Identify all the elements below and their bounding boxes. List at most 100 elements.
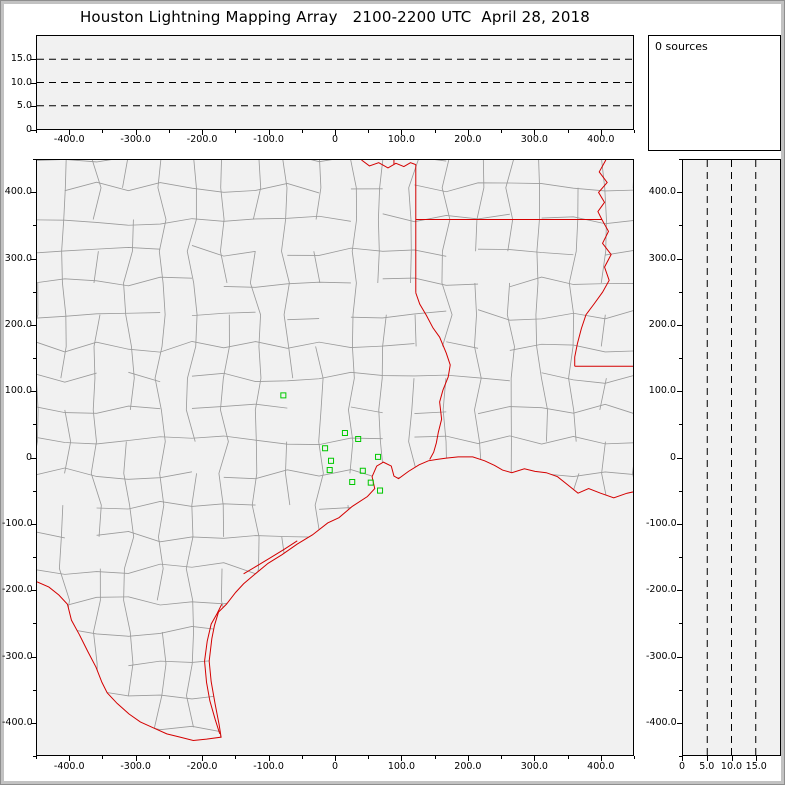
tick-mark bbox=[677, 656, 682, 658]
tick-mark bbox=[677, 192, 682, 194]
tick-mark bbox=[679, 689, 682, 691]
altitude-ns-panel[interactable] bbox=[682, 159, 781, 756]
lma-station-marker bbox=[356, 436, 361, 441]
tick-mark bbox=[33, 159, 36, 160]
tick-mark bbox=[33, 689, 36, 691]
tick-mark bbox=[679, 291, 682, 293]
tick-label: 0 bbox=[25, 451, 32, 463]
page-title: Houston Lightning Mapping Array 2100-220… bbox=[79, 8, 591, 26]
lma-station-marker bbox=[368, 480, 373, 485]
tick-mark bbox=[33, 490, 36, 492]
tick-label: -100.0 bbox=[253, 761, 284, 772]
tick-mark bbox=[31, 590, 36, 592]
tick-mark bbox=[679, 225, 682, 227]
tick-mark bbox=[31, 82, 36, 84]
tick-label: 0 bbox=[331, 761, 339, 772]
tick-label: 200.0 bbox=[454, 134, 482, 145]
border-matagorda-bay bbox=[244, 541, 298, 574]
sources-histogram-panel[interactable]: 0 sources bbox=[648, 35, 781, 151]
tick-mark bbox=[679, 358, 682, 359]
alt-ew-grid-svg bbox=[37, 58, 633, 107]
altitude-ew-panel[interactable] bbox=[36, 35, 634, 130]
tick-label: 100.0 bbox=[387, 761, 416, 772]
tick-mark bbox=[69, 130, 71, 135]
tick-mark bbox=[202, 130, 204, 135]
tick-mark bbox=[677, 258, 682, 260]
tick-mark bbox=[434, 130, 436, 133]
tick-label: 5.0 bbox=[699, 761, 715, 772]
tick-label: 100.0 bbox=[4, 384, 32, 396]
tick-mark bbox=[677, 722, 682, 724]
tick-label: 0 bbox=[669, 451, 676, 463]
tick-mark bbox=[434, 756, 436, 759]
tick-mark bbox=[679, 159, 682, 160]
tick-label: 300.0 bbox=[648, 252, 676, 264]
tick-mark bbox=[634, 130, 635, 133]
tick-label: 300.0 bbox=[520, 134, 548, 145]
tick-mark bbox=[31, 324, 36, 326]
tick-label: 400.0 bbox=[587, 134, 615, 145]
tick-mark bbox=[33, 557, 36, 558]
tick-label: 0 bbox=[678, 761, 686, 772]
tick-mark bbox=[268, 130, 270, 135]
tick-mark bbox=[31, 258, 36, 260]
tick-mark bbox=[135, 756, 137, 761]
tick-mark bbox=[135, 130, 137, 135]
tick-label: -300.0 bbox=[646, 650, 677, 662]
map-svg bbox=[37, 160, 633, 755]
tick-mark bbox=[102, 130, 104, 133]
tick-label: -200.0 bbox=[2, 583, 33, 595]
sources-count-label: 0 sources bbox=[655, 40, 708, 53]
tick-label: -100.0 bbox=[2, 517, 33, 529]
border-sabine-river-tx-la bbox=[416, 293, 450, 460]
county-boundaries bbox=[37, 160, 633, 755]
tick-mark bbox=[31, 130, 36, 131]
tick-mark bbox=[33, 358, 36, 359]
tick-label: -300.0 bbox=[2, 650, 33, 662]
plan-view-map-panel[interactable] bbox=[36, 159, 634, 756]
tick-mark bbox=[235, 756, 237, 759]
tick-mark bbox=[31, 457, 36, 459]
tick-mark bbox=[33, 756, 36, 757]
tick-mark bbox=[677, 391, 682, 393]
tick-label: 300.0 bbox=[4, 252, 32, 264]
tick-label: -200.0 bbox=[186, 761, 218, 772]
tick-mark bbox=[677, 324, 682, 326]
tick-mark bbox=[36, 756, 37, 759]
tick-mark bbox=[168, 756, 170, 759]
tick-mark bbox=[69, 756, 71, 761]
tick-mark bbox=[368, 756, 370, 759]
tick-label: -100.0 bbox=[646, 517, 677, 529]
tick-label: 200.0 bbox=[648, 318, 676, 330]
tick-label: 5.0 bbox=[16, 100, 32, 112]
tick-label: 400.0 bbox=[587, 761, 615, 772]
tick-mark bbox=[33, 424, 36, 426]
tick-label: 10.0 bbox=[10, 76, 32, 88]
tick-mark bbox=[677, 457, 682, 459]
tick-label: 200.0 bbox=[454, 761, 482, 772]
tick-label: 400.0 bbox=[648, 185, 676, 197]
tick-mark bbox=[368, 130, 370, 133]
tick-mark bbox=[677, 523, 682, 525]
lma-station-marker bbox=[323, 446, 328, 451]
tick-label: 100.0 bbox=[387, 134, 416, 145]
tick-mark bbox=[679, 623, 682, 625]
state-borders-coastline bbox=[37, 160, 633, 740]
tick-mark bbox=[401, 130, 403, 135]
tick-mark bbox=[36, 130, 37, 133]
tick-mark bbox=[567, 756, 569, 759]
tick-label: 15.0 bbox=[10, 52, 32, 64]
tick-label: 100.0 bbox=[648, 384, 676, 396]
tick-mark bbox=[534, 756, 536, 761]
tick-label: -400.0 bbox=[646, 716, 677, 728]
tick-mark bbox=[567, 130, 569, 133]
tick-label: -300.0 bbox=[120, 134, 151, 145]
tick-label: 0 bbox=[331, 134, 339, 145]
tick-mark bbox=[731, 756, 733, 761]
tick-mark bbox=[756, 756, 758, 761]
tick-mark bbox=[235, 130, 237, 133]
tick-label: -400.0 bbox=[2, 716, 33, 728]
lma-station-marker bbox=[376, 454, 381, 459]
tick-mark bbox=[33, 623, 36, 625]
